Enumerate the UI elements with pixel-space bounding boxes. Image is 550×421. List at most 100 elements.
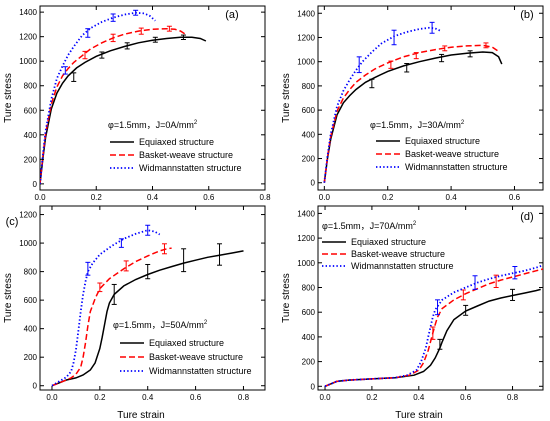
- panel-d-ytick-label: 1000: [297, 259, 315, 268]
- panel-d-plot-frame: [317, 205, 544, 391]
- panel-a-xtick-label: 0.4: [147, 193, 159, 202]
- panel-a-ytick-label: 1400: [19, 8, 37, 17]
- panel-c-series-widmannstatten-line: [51, 229, 161, 387]
- panel-c-ytick-label: 0: [33, 382, 38, 391]
- panel-b-label: (b): [520, 9, 533, 21]
- panel-b-legend-entry: Equiaxed structure: [405, 136, 480, 146]
- panel-a-xtick-label: 0.8: [259, 193, 271, 202]
- x-axis-title-bottom-left: Ture strain: [117, 410, 164, 421]
- panel-d-condition-main: φ=1.5mm，J=70A/mm: [322, 221, 413, 231]
- panel-c-ytick-label: 600: [24, 296, 38, 305]
- panel-b-ytick-label: 200: [302, 155, 316, 164]
- panel-c-ytick-label: 800: [24, 268, 38, 277]
- panel-b-ytick-label: 1000: [297, 58, 315, 67]
- panel-c-y-axis-title: Ture stress: [3, 273, 14, 323]
- panel-a-ytick-label: 1000: [19, 57, 37, 66]
- panel-b-ytick-label: 600: [302, 106, 316, 115]
- panel-b-ytick-label: 400: [302, 130, 316, 139]
- panel-b-xtick-label: 0.0: [319, 193, 331, 202]
- panel-c-xtick-label: 0.4: [142, 393, 154, 402]
- panel-c-condition-text: φ=1.5mm，J=50A/mm2: [113, 320, 208, 330]
- panel-d-xtick-label: 0.0: [319, 393, 331, 402]
- panel-d-xtick-label: 0.6: [460, 393, 472, 402]
- panel-d-label: (d): [520, 211, 533, 223]
- panel-b-legend-entry: Widmannstatten structure: [405, 162, 508, 172]
- panel-c-ytick-label: 200: [24, 353, 38, 362]
- panel-b-ytick-label: 800: [302, 82, 316, 91]
- panel-a-xtick-label: 0.2: [91, 193, 103, 202]
- panel-d-xtick-label: 0.8: [507, 393, 519, 402]
- panel-b-condition-main: φ=1.5mm，J=30A/mm: [370, 120, 461, 130]
- panel-a-ytick-label: 200: [24, 155, 38, 164]
- panel-a-legend-entry: Widmannstatten structure: [139, 163, 242, 173]
- panel-c-plot-frame: [39, 205, 266, 391]
- panel-a-condition-text: φ=1.5mm，J=0A/mm2: [108, 120, 198, 130]
- panel-d-xtick-label: 0.2: [366, 393, 378, 402]
- panel-c-series-equiaxed-line: [51, 250, 244, 387]
- panel-c-ytick-label: 400: [24, 325, 38, 334]
- panel-c-legend-entry: Widmannstatten structure: [149, 366, 252, 376]
- panel-a-ytick-label: 1200: [19, 33, 37, 42]
- panel-c-xtick-label: 0.0: [46, 393, 58, 402]
- panel-a-legend-entry: Equiaxed structure: [139, 137, 214, 147]
- panel-c-condition-main: φ=1.5mm，J=50A/mm: [113, 320, 204, 330]
- panel-b-condition-text: φ=1.5mm，J=30A/mm2: [370, 120, 465, 130]
- panel-d-legend-entry: Widmannstatten structure: [351, 261, 454, 271]
- panel-b-y-axis-title: Ture stress: [281, 73, 292, 123]
- panel-a-ytick-label: 0: [33, 180, 38, 189]
- panel-d-ytick-label: 1400: [297, 209, 315, 218]
- panel-d-y-axis-title: Ture stress: [281, 273, 292, 323]
- panel-b-plot-frame: [317, 5, 544, 191]
- panel-a-condition-main: φ=1.5mm，J=0A/mm: [108, 120, 194, 130]
- panel-b-xtick-label: 0.6: [509, 193, 521, 202]
- panel-c-legend-entry: Equiaxed structure: [149, 338, 224, 348]
- panel-d-ytick-label: 1200: [297, 234, 315, 243]
- panel-d-legend-entry: Basket-weave structure: [351, 249, 445, 259]
- x-axis-title-bottom-right: Ture strain: [395, 410, 442, 421]
- panel-a-series-equiaxed-line: [40, 36, 207, 184]
- panel-b-ytick-label: 0: [311, 179, 316, 188]
- panel-b-series-equiaxed-line: [323, 51, 503, 183]
- panel-b-xtick-label: 0.2: [382, 193, 394, 202]
- panel-a-ytick-label: 600: [24, 106, 38, 115]
- panel-a-legend-entry: Basket-weave structure: [139, 150, 233, 160]
- panel-a-ytick-label: 800: [24, 82, 38, 91]
- panel-b: 0.0 0.2 0.4 0.6 0 200 400 600 800 1000 1200 1400 Tur…: [281, 5, 544, 202]
- panel-d-series-widmannstatten-line: [324, 264, 543, 388]
- panel-b-series-basket-weave-line: [323, 44, 500, 183]
- panel-a: 0.0 0.2 0.4 0.6 0.8 0 200 400 600 800 1000 1200 1400…: [3, 5, 271, 202]
- panel-c-series-basket-weave-line: [51, 247, 172, 387]
- panel-d-ytick-label: 0: [311, 382, 316, 391]
- panel-d-series-basket-weave-line: [324, 268, 543, 387]
- panel-d-xtick-label: 0.4: [413, 393, 425, 402]
- panel-a-series-widmannstatten-line: [40, 11, 156, 184]
- panel-d-legend-entry: Equiaxed structure: [351, 237, 426, 247]
- panel-a-xtick-label: 0.0: [34, 193, 46, 202]
- panel-c-xtick-label: 0.2: [94, 393, 106, 402]
- panel-b-ytick-label: 1400: [297, 9, 315, 18]
- panel-d-ytick-label: 600: [302, 308, 316, 317]
- panel-c-legend-entry: Basket-weave structure: [149, 352, 243, 362]
- panel-c-xtick-label: 0.8: [238, 393, 250, 402]
- panel-a-series-basket-weave-line: [40, 27, 187, 184]
- panel-c-ytick-label: 1000: [19, 239, 37, 248]
- panel-b-legend-entry: Basket-weave structure: [405, 149, 499, 159]
- panel-c: 0.0 0.2 0.4 0.6 0.8 0 200 400 600 800 1000 1200 Ture…: [3, 205, 266, 402]
- panel-a-y-axis-title: Ture stress: [3, 73, 14, 123]
- panel-b-ytick-label: 1200: [297, 33, 315, 42]
- panel-d-condition-text: φ=1.5mm，J=70A/mm2: [322, 221, 417, 231]
- panel-a-label: (a): [225, 9, 238, 21]
- panel-a-condition-superscript: 2: [194, 120, 198, 126]
- panel-a-ytick-label: 400: [24, 131, 38, 140]
- panel-c-ytick-label: 1200: [19, 211, 37, 220]
- panel-b-condition-superscript: 2: [461, 120, 465, 126]
- panel-d-ytick-label: 400: [302, 333, 316, 342]
- panel-d: 0.0 0.2 0.4 0.6 0.8 0 200 400 600 800 1000 1200 1400…: [281, 205, 544, 402]
- panel-c-xtick-label: 0.6: [190, 393, 202, 402]
- panel-b-xtick-label: 0.4: [446, 193, 458, 202]
- panel-c-label: (c): [6, 216, 19, 228]
- panel-c-condition-superscript: 2: [204, 320, 208, 326]
- panel-d-condition-superscript: 2: [413, 221, 417, 227]
- panel-d-ytick-label: 800: [302, 284, 316, 293]
